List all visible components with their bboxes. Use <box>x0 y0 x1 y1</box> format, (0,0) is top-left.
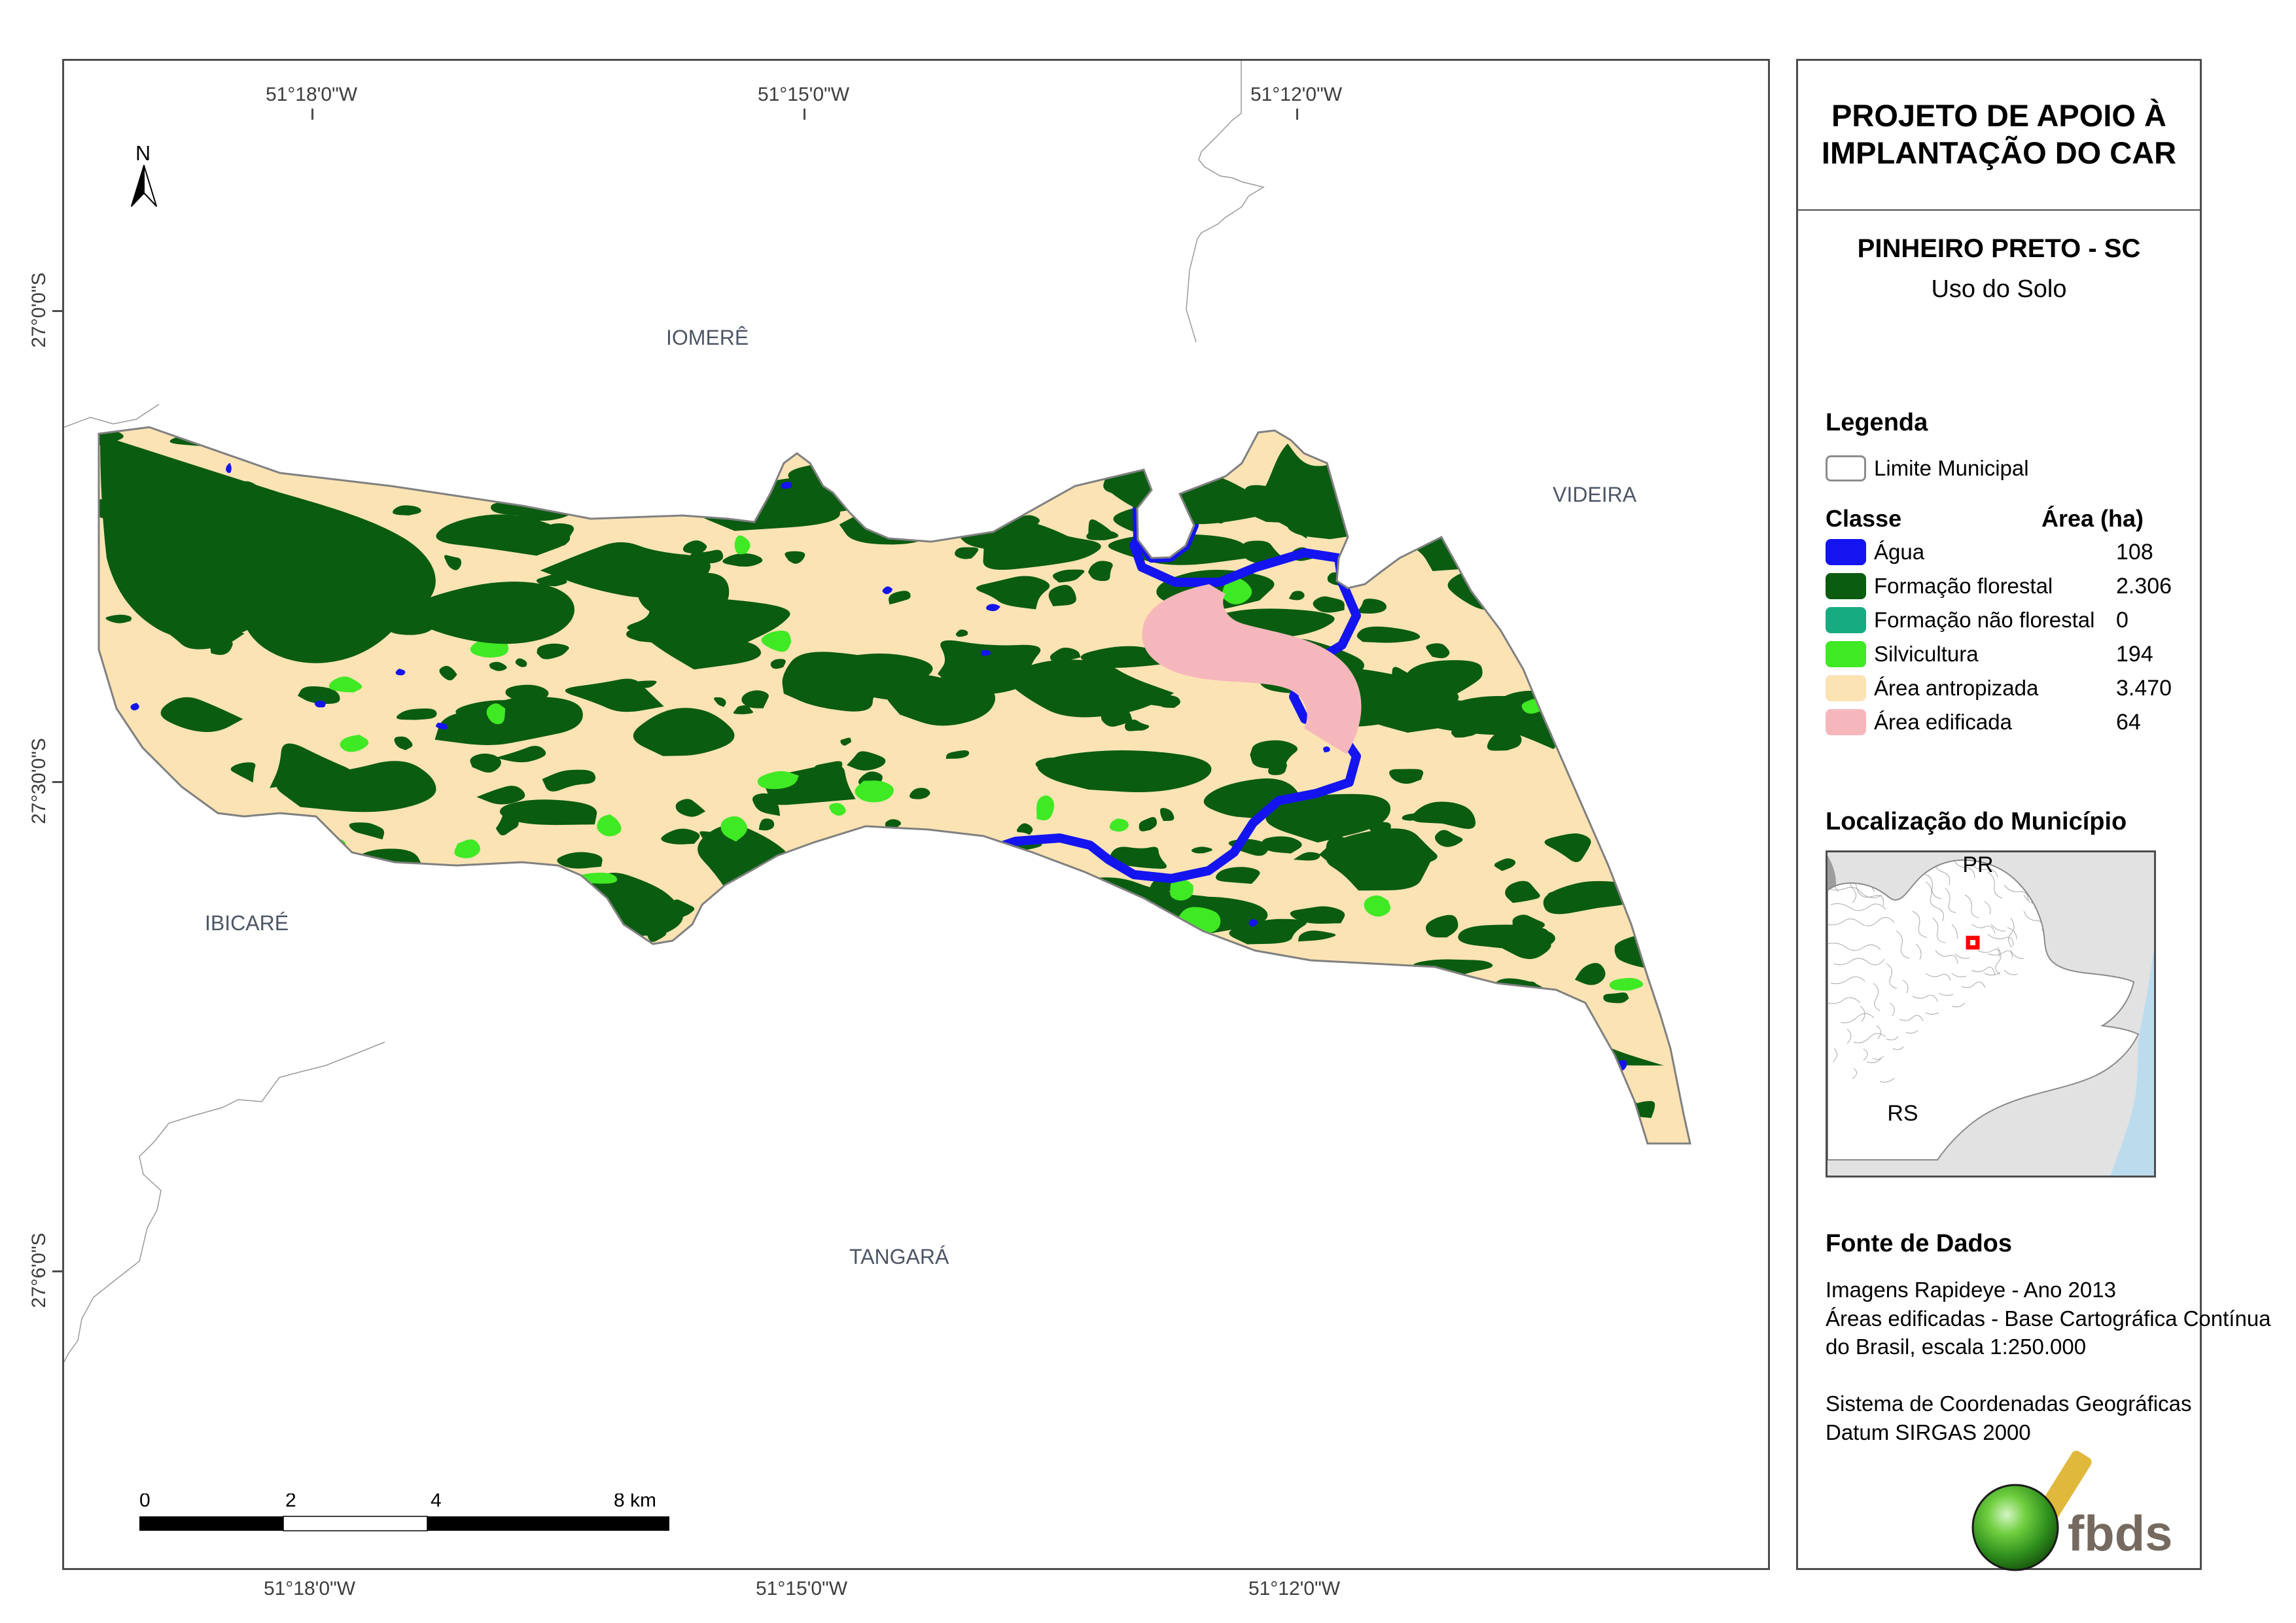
svg-text:fbds: fbds <box>2068 1506 2172 1562</box>
svg-text:RS: RS <box>1887 1101 1918 1126</box>
svg-text:PR: PR <box>1962 852 1993 877</box>
svg-text:2: 2 <box>285 1493 296 1511</box>
svg-text:N: N <box>135 146 150 165</box>
svg-text:4: 4 <box>431 1493 442 1511</box>
svg-text:0: 0 <box>139 1493 150 1511</box>
svg-text:8 km: 8 km <box>614 1493 656 1511</box>
